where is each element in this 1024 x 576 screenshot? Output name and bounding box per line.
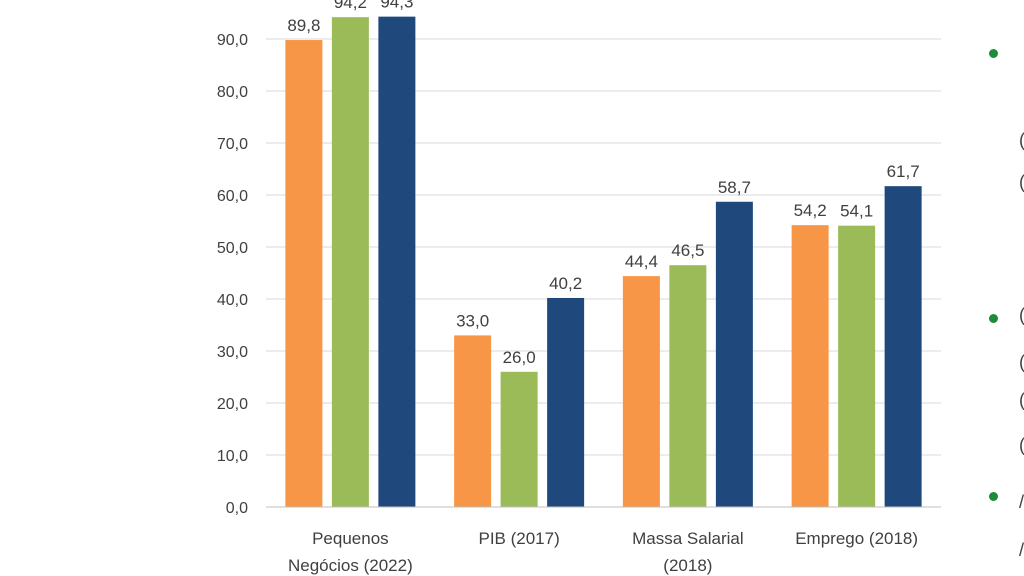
category-label: PIB (2017) bbox=[478, 529, 559, 548]
y-tick-label: 80,0 bbox=[217, 84, 248, 101]
category-label: Emprego (2018) bbox=[795, 529, 918, 548]
y-tick-label: 60,0 bbox=[217, 188, 248, 205]
side-text-fragment: ( bbox=[1019, 130, 1024, 151]
data-label: 89,8 bbox=[287, 16, 320, 35]
side-text-fragment: ( bbox=[1019, 172, 1024, 193]
side-text-fragment: ( bbox=[1019, 390, 1024, 411]
data-label: 58,7 bbox=[718, 178, 751, 197]
side-text-fragment: / bbox=[1019, 540, 1024, 560]
y-tick-label: 40,0 bbox=[217, 292, 248, 309]
bar bbox=[838, 225, 876, 507]
bar bbox=[331, 17, 369, 507]
y-tick-label: 50,0 bbox=[217, 240, 248, 257]
data-label: 94,2 bbox=[334, 0, 367, 12]
bars bbox=[285, 16, 922, 507]
y-tick-label: 10,0 bbox=[217, 448, 248, 465]
category-label: Massa Salarial bbox=[632, 529, 744, 548]
data-label: 54,2 bbox=[794, 201, 827, 220]
data-label: 94,3 bbox=[380, 0, 413, 12]
data-label: 26,0 bbox=[503, 348, 536, 367]
category-label: Pequenos bbox=[312, 529, 389, 548]
data-label: 33,0 bbox=[456, 311, 489, 330]
bar bbox=[791, 225, 829, 507]
y-tick-label: 30,0 bbox=[217, 344, 248, 361]
data-label: 61,7 bbox=[887, 162, 920, 181]
bullet-dot bbox=[989, 314, 998, 323]
x-axis: Pequenos Negócios (2022) PIB (2017) Massa S… bbox=[266, 506, 941, 575]
y-tick-label: 90,0 bbox=[217, 32, 248, 49]
bar bbox=[547, 297, 585, 507]
bar bbox=[500, 371, 538, 507]
bullet-dot bbox=[989, 49, 998, 58]
side-text-fragment: ( bbox=[1019, 435, 1024, 456]
bar bbox=[622, 276, 660, 507]
category-label: (2018) bbox=[663, 556, 712, 575]
bar bbox=[285, 40, 323, 507]
bullet-dot bbox=[989, 492, 998, 501]
data-labels: 89,8 94,2 94,3 33,0 26,0 40,2 44,4 46,5 58,7 54,2… bbox=[287, 0, 919, 367]
y-tick-label: 20,0 bbox=[217, 396, 248, 413]
bar bbox=[378, 16, 416, 507]
category-label: Negócios (2022) bbox=[288, 556, 413, 575]
bar bbox=[715, 201, 753, 507]
data-label: 54,1 bbox=[840, 202, 873, 221]
data-label: 44,4 bbox=[625, 252, 658, 271]
bar bbox=[884, 186, 922, 507]
data-label: 46,5 bbox=[671, 241, 704, 260]
side-text-fragment: / bbox=[1019, 492, 1024, 512]
side-text-fragment: ( bbox=[1019, 352, 1024, 373]
y-axis: 0,0 10,0 20,0 30,0 40,0 50,0 60,0 70,0 80,0 90,0 bbox=[217, 32, 248, 517]
side-text-fragment: ( bbox=[1019, 305, 1024, 326]
bar bbox=[669, 265, 707, 507]
data-label: 40,2 bbox=[549, 274, 582, 293]
bar bbox=[454, 335, 492, 507]
y-tick-label: 70,0 bbox=[217, 136, 248, 153]
y-tick-label: 0,0 bbox=[226, 500, 248, 517]
